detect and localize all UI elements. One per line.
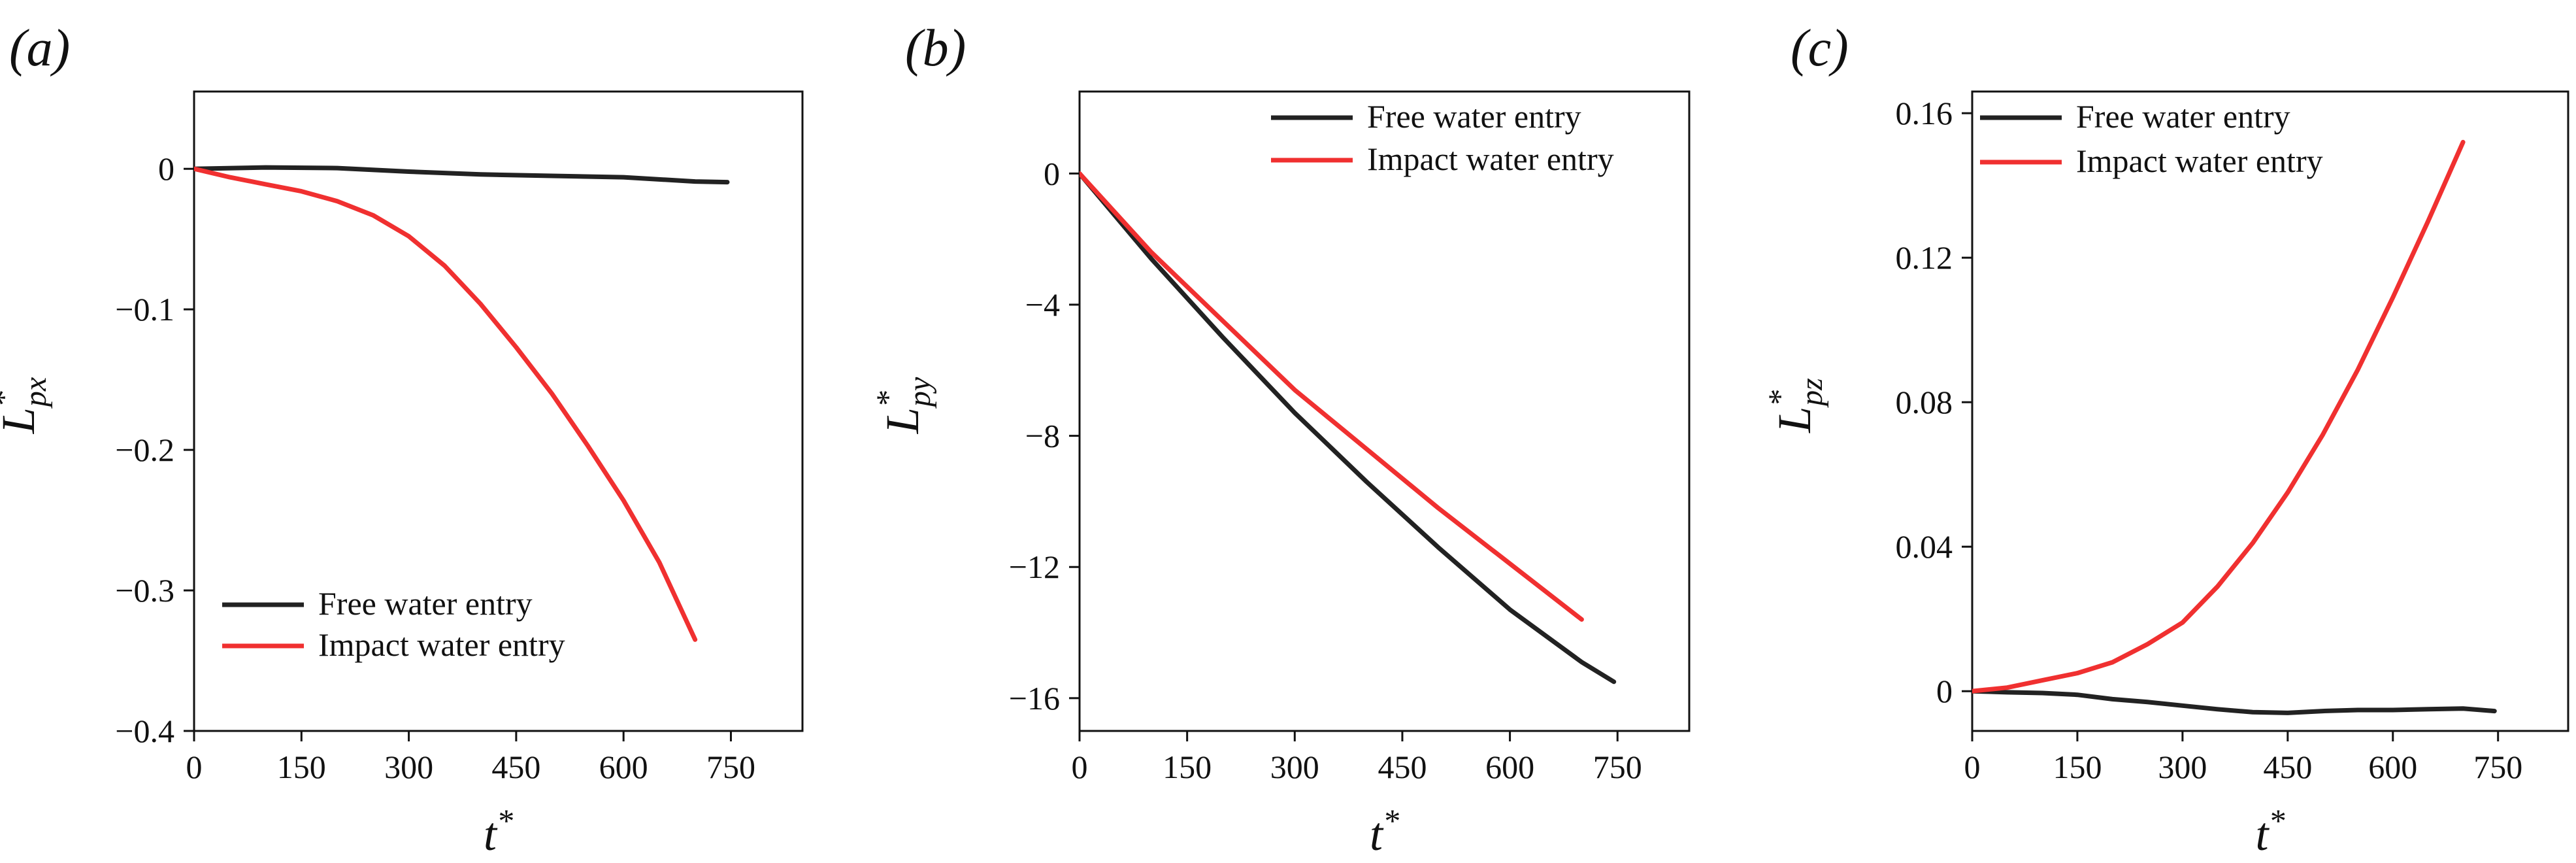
x-tick-label: 750 xyxy=(2473,749,2522,785)
x-axis-title: t* xyxy=(1370,802,1399,860)
y-axis-title: L*py xyxy=(869,377,937,434)
x-tick-label: 450 xyxy=(1378,749,1427,785)
x-axis-title: t* xyxy=(2255,802,2285,860)
series-line-impact xyxy=(1080,171,1584,622)
x-tick-label: 0 xyxy=(186,749,203,785)
x-tick-label: 0 xyxy=(1072,749,1088,785)
y-tick-label: 0 xyxy=(158,150,174,187)
x-tick-label: 150 xyxy=(277,749,326,785)
legend-label-free: Free water entry xyxy=(2076,98,2290,135)
series-line-free xyxy=(194,165,730,185)
y-tick-label: 0 xyxy=(1936,673,1953,709)
y-axis-title: L*px xyxy=(0,377,53,434)
x-tick-label: 750 xyxy=(1593,749,1642,785)
x-tick-label: 750 xyxy=(706,749,755,785)
panel-label: (c) xyxy=(1791,20,1849,77)
x-tick-label: 300 xyxy=(384,749,433,785)
series-line-free xyxy=(1080,171,1617,685)
x-tick-label: 600 xyxy=(1485,749,1534,785)
legend-label-impact: Impact water entry xyxy=(2076,143,2323,179)
x-tick-label: 450 xyxy=(2263,749,2312,785)
legend-label-impact: Impact water entry xyxy=(318,626,565,663)
y-tick-label: −0.4 xyxy=(115,713,174,749)
panel-label: (a) xyxy=(9,20,70,77)
panel-c: (c) 0 150 300 450 600 750 0 0.04 0.08 0.12 0.16 t* L*… xyxy=(1761,20,2569,860)
y-tick-label: −16 xyxy=(1009,680,1060,717)
y-tick-label: −0.2 xyxy=(115,432,174,468)
x-tick-label: 150 xyxy=(2053,749,2102,785)
legend-label-impact: Impact water entry xyxy=(1367,141,1614,177)
y-tick-label: −12 xyxy=(1009,549,1060,585)
y-tick-label: 0.12 xyxy=(1896,239,1953,276)
y-tick-label: −8 xyxy=(1025,418,1060,454)
y-axis-title: L*pz xyxy=(1761,378,1829,433)
y-tick-label: 0 xyxy=(1044,155,1060,192)
x-tick-label: 0 xyxy=(1964,749,1981,785)
legend-label-free: Free water entry xyxy=(1367,98,1581,135)
y-tick-label: −0.1 xyxy=(115,291,174,328)
y-tick-label: 0.16 xyxy=(1896,95,1953,131)
x-tick-label: 300 xyxy=(2158,749,2207,785)
series-line-free xyxy=(1972,688,2497,715)
y-tick-label: 0.04 xyxy=(1896,528,1953,565)
plot-frame xyxy=(193,90,804,732)
panel-label: (b) xyxy=(905,20,966,77)
series-line-impact xyxy=(1972,139,2466,694)
y-tick-label: −0.3 xyxy=(115,572,174,609)
x-axis-title: t* xyxy=(484,802,513,860)
y-tick-label: 0.08 xyxy=(1896,384,1953,420)
plot-frame xyxy=(1971,90,2569,732)
panel-b: (b) 0 150 300 450 600 750 0 −4 −8 −12 −16 t* L*py Free… xyxy=(869,20,1691,860)
x-tick-label: 600 xyxy=(2368,749,2417,785)
x-tick-label: 450 xyxy=(491,749,540,785)
y-tick-label: −4 xyxy=(1025,286,1060,323)
x-tick-label: 300 xyxy=(1270,749,1319,785)
series-line-impact xyxy=(194,166,698,642)
x-tick-label: 150 xyxy=(1163,749,1212,785)
panel-a: (a) 0 150 300 450 600 750 0 −0.1 −0.2 −0.3 −0.4 t* L*… xyxy=(0,20,804,860)
plot-frame xyxy=(1078,90,1691,732)
x-tick-label: 600 xyxy=(599,749,648,785)
legend-label-free: Free water entry xyxy=(318,585,533,622)
